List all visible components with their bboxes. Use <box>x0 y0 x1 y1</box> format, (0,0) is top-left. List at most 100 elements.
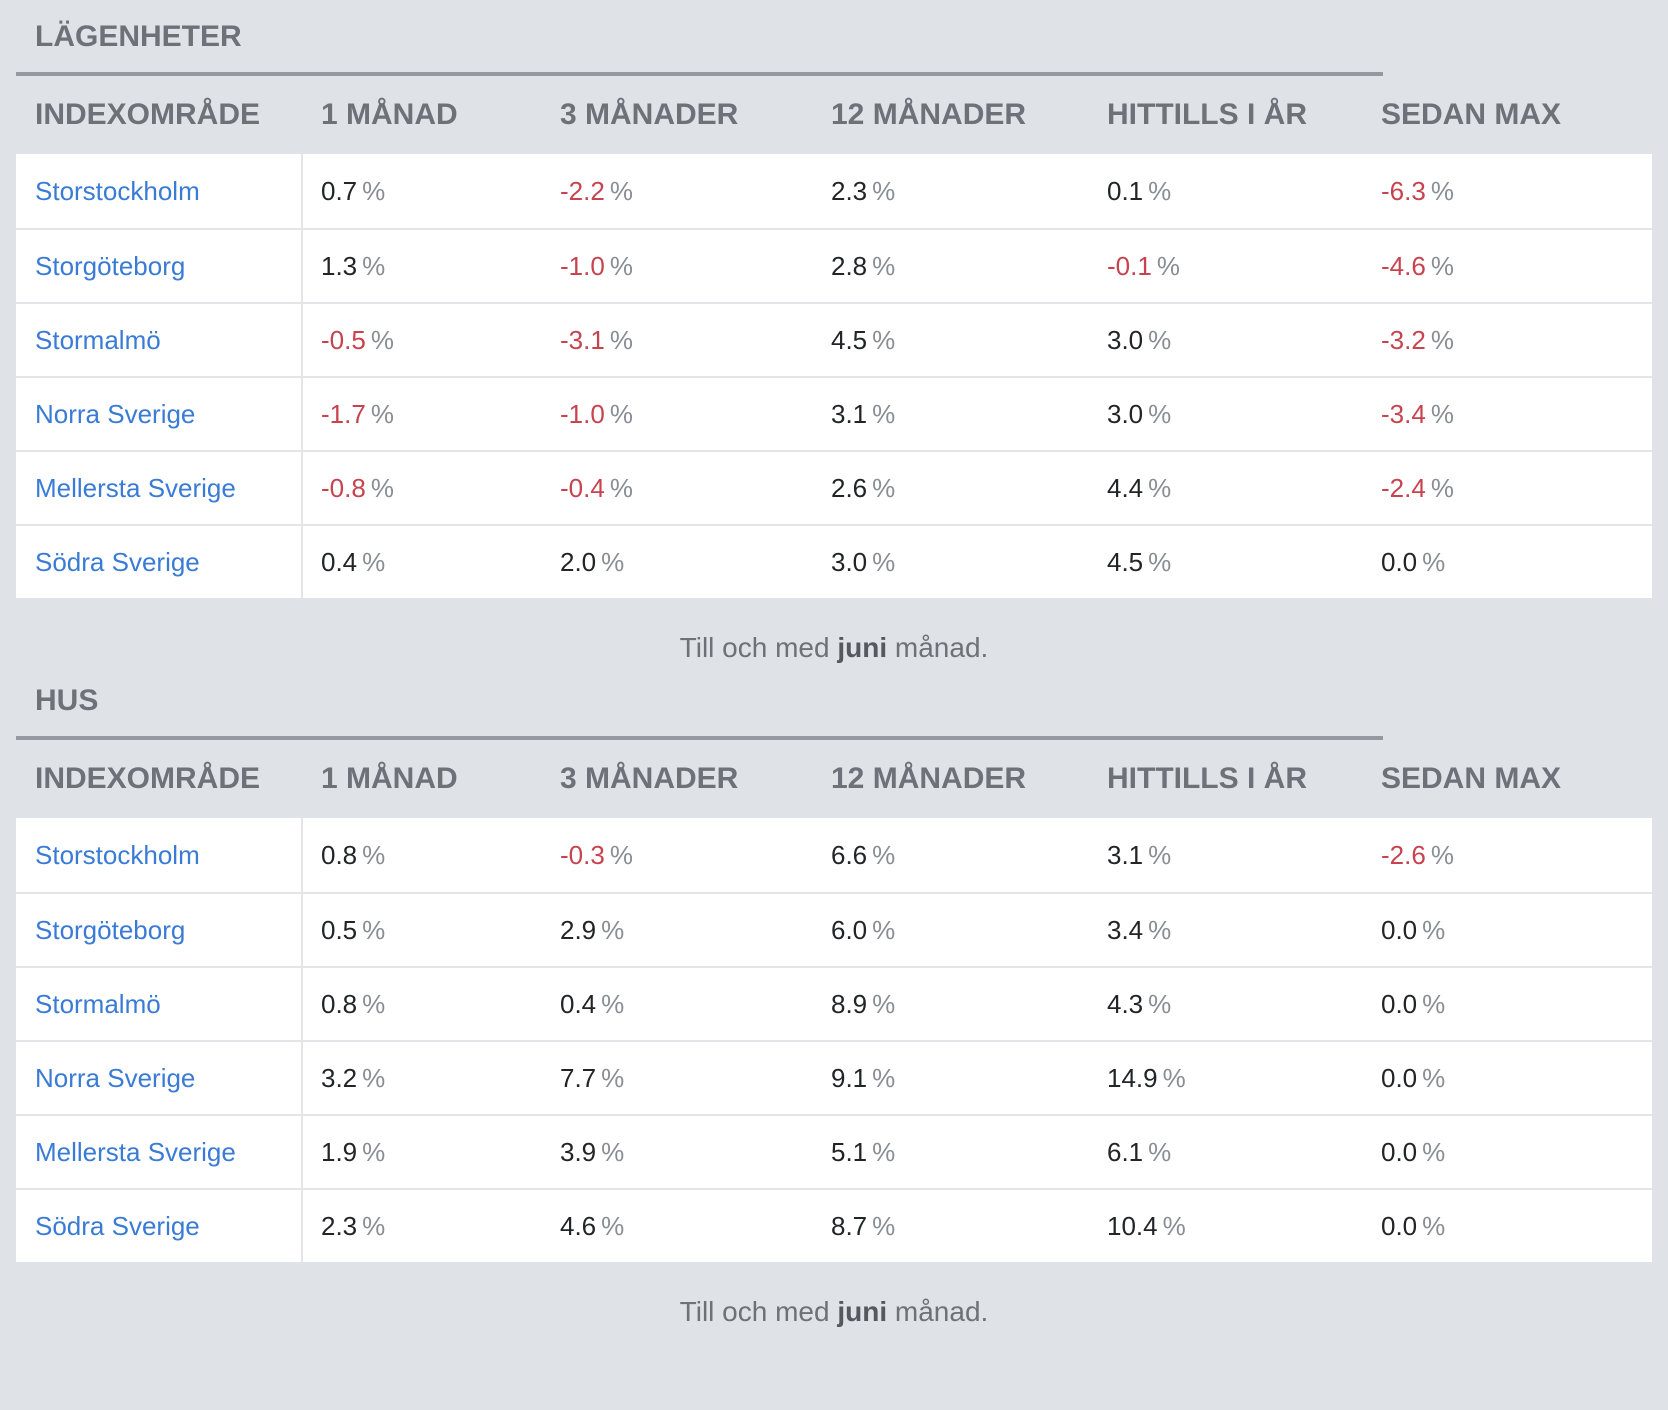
percent-sign: % <box>872 988 896 1019</box>
percent-sign: % <box>601 1062 625 1093</box>
value-12-months: 2.3% <box>831 154 1107 228</box>
value-since-max: 0.0% <box>1381 1042 1652 1114</box>
region-link[interactable]: Storstockholm <box>35 175 200 206</box>
value-1-month: -0.8% <box>303 452 560 524</box>
percent-value: 6.6 <box>831 839 868 870</box>
percent-value: 2.6 <box>831 472 868 503</box>
percent-value: 10.4 <box>1107 1210 1158 1241</box>
percent-value: -0.8 <box>321 472 366 503</box>
region-link[interactable]: Storgöteborg <box>35 914 186 945</box>
percent-sign: % <box>872 250 896 281</box>
region-link[interactable]: Norra Sverige <box>35 398 196 429</box>
value-1-month: 0.8% <box>303 818 560 892</box>
percent-value: 3.0 <box>831 546 868 577</box>
percent-sign: % <box>609 324 633 355</box>
percent-sign: % <box>1422 546 1446 577</box>
header-12-months: 12 MÅNADER <box>831 762 1027 795</box>
region-link[interactable]: Stormalmö <box>35 324 161 355</box>
percent-sign: % <box>1422 1062 1446 1093</box>
percent-value: 6.1 <box>1107 1136 1144 1167</box>
percent-value: 3.2 <box>321 1062 358 1093</box>
value-year-to-date: 3.1% <box>1107 818 1381 892</box>
region-cell: Mellersta Sverige <box>16 452 303 524</box>
value-since-max: -3.4% <box>1381 378 1652 450</box>
percent-sign: % <box>1422 1210 1446 1241</box>
houses-section: HUS INDEXOMRÅDE 1 MÅNAD 3 MÅNADER 12 MÅN… <box>16 664 1652 1328</box>
value-since-max: 0.0% <box>1381 1190 1652 1262</box>
region-link[interactable]: Norra Sverige <box>35 1062 196 1093</box>
percent-sign: % <box>370 324 394 355</box>
percent-sign: % <box>601 988 625 1019</box>
region-link[interactable]: Södra Sverige <box>35 546 200 577</box>
header-3-months: 3 MÅNADER <box>560 762 739 795</box>
percent-value: -3.4 <box>1381 398 1426 429</box>
percent-value: 8.7 <box>831 1210 868 1241</box>
percent-value: 7.7 <box>560 1062 597 1093</box>
footnote-prefix: Till och med <box>679 1296 830 1327</box>
percent-value: 0.8 <box>321 988 358 1019</box>
percent-sign: % <box>872 1136 896 1167</box>
percent-value: 4.6 <box>560 1210 597 1241</box>
table-row: Mellersta Sverige -0.8% -0.4% 2.6% 4.4% -2.4% <box>16 450 1652 524</box>
percent-sign: % <box>609 398 633 429</box>
region-cell: Södra Sverige <box>16 526 303 598</box>
region-link[interactable]: Södra Sverige <box>35 1210 200 1241</box>
percent-value: 3.9 <box>560 1136 597 1167</box>
region-cell: Storgöteborg <box>16 230 303 302</box>
value-12-months: 2.8% <box>831 230 1107 302</box>
percent-value: -2.2 <box>560 175 605 206</box>
region-link[interactable]: Mellersta Sverige <box>35 472 236 503</box>
value-12-months: 5.1% <box>831 1116 1107 1188</box>
table-row: Södra Sverige 0.4% 2.0% 3.0% 4.5% 0.0% <box>16 524 1652 598</box>
value-since-max: -2.4% <box>1381 452 1652 524</box>
percent-sign: % <box>1148 324 1172 355</box>
percent-sign: % <box>1148 175 1172 206</box>
percent-value: 2.3 <box>831 175 868 206</box>
percent-sign: % <box>601 546 625 577</box>
value-year-to-date: 6.1% <box>1107 1116 1381 1188</box>
region-link[interactable]: Mellersta Sverige <box>35 1136 236 1167</box>
value-1-month: 0.5% <box>303 894 560 966</box>
table-row: Stormalmö 0.8% 0.4% 8.9% 4.3% 0.0% <box>16 966 1652 1040</box>
value-1-month: 1.3% <box>303 230 560 302</box>
region-link[interactable]: Storstockholm <box>35 839 200 870</box>
percent-sign: % <box>1422 1136 1446 1167</box>
percent-value: 2.8 <box>831 250 868 281</box>
value-1-month: 1.9% <box>303 1116 560 1188</box>
value-year-to-date: 10.4% <box>1107 1190 1381 1262</box>
percent-value: 4.5 <box>831 324 868 355</box>
percent-sign: % <box>1430 175 1454 206</box>
table-row: Storgöteborg 0.5% 2.9% 6.0% 3.4% 0.0% <box>16 892 1652 966</box>
value-12-months: 6.0% <box>831 894 1107 966</box>
percent-sign: % <box>609 250 633 281</box>
percent-value: 3.0 <box>1107 398 1144 429</box>
percent-value: 0.5 <box>321 914 358 945</box>
percent-value: 8.9 <box>831 988 868 1019</box>
percent-value: 2.9 <box>560 914 597 945</box>
percent-value: 0.7 <box>321 175 358 206</box>
percent-value: 0.4 <box>560 988 597 1019</box>
value-year-to-date: -0.1% <box>1107 230 1381 302</box>
percent-value: -2.4 <box>1381 472 1426 503</box>
value-3-months: -1.0% <box>560 378 831 450</box>
percent-sign: % <box>1148 988 1172 1019</box>
table-header: INDEXOMRÅDE 1 MÅNAD 3 MÅNADER 12 MÅNADER… <box>16 76 1652 154</box>
percent-sign: % <box>362 1062 386 1093</box>
section-title: LÄGENHETER <box>16 0 1383 76</box>
footnote-suffix: månad. <box>894 1296 989 1327</box>
percent-sign: % <box>872 546 896 577</box>
region-link[interactable]: Stormalmö <box>35 988 161 1019</box>
value-since-max: 0.0% <box>1381 968 1652 1040</box>
value-3-months: 2.9% <box>560 894 831 966</box>
value-since-max: 0.0% <box>1381 526 1652 598</box>
percent-sign: % <box>362 988 386 1019</box>
percent-value: 3.1 <box>1107 839 1144 870</box>
region-cell: Stormalmö <box>16 968 303 1040</box>
region-link[interactable]: Storgöteborg <box>35 250 186 281</box>
region-cell: Stormalmö <box>16 304 303 376</box>
percent-sign: % <box>1162 1210 1186 1241</box>
percent-value: 14.9 <box>1107 1062 1158 1093</box>
percent-sign: % <box>601 1136 625 1167</box>
percent-sign: % <box>609 175 633 206</box>
value-3-months: 0.4% <box>560 968 831 1040</box>
